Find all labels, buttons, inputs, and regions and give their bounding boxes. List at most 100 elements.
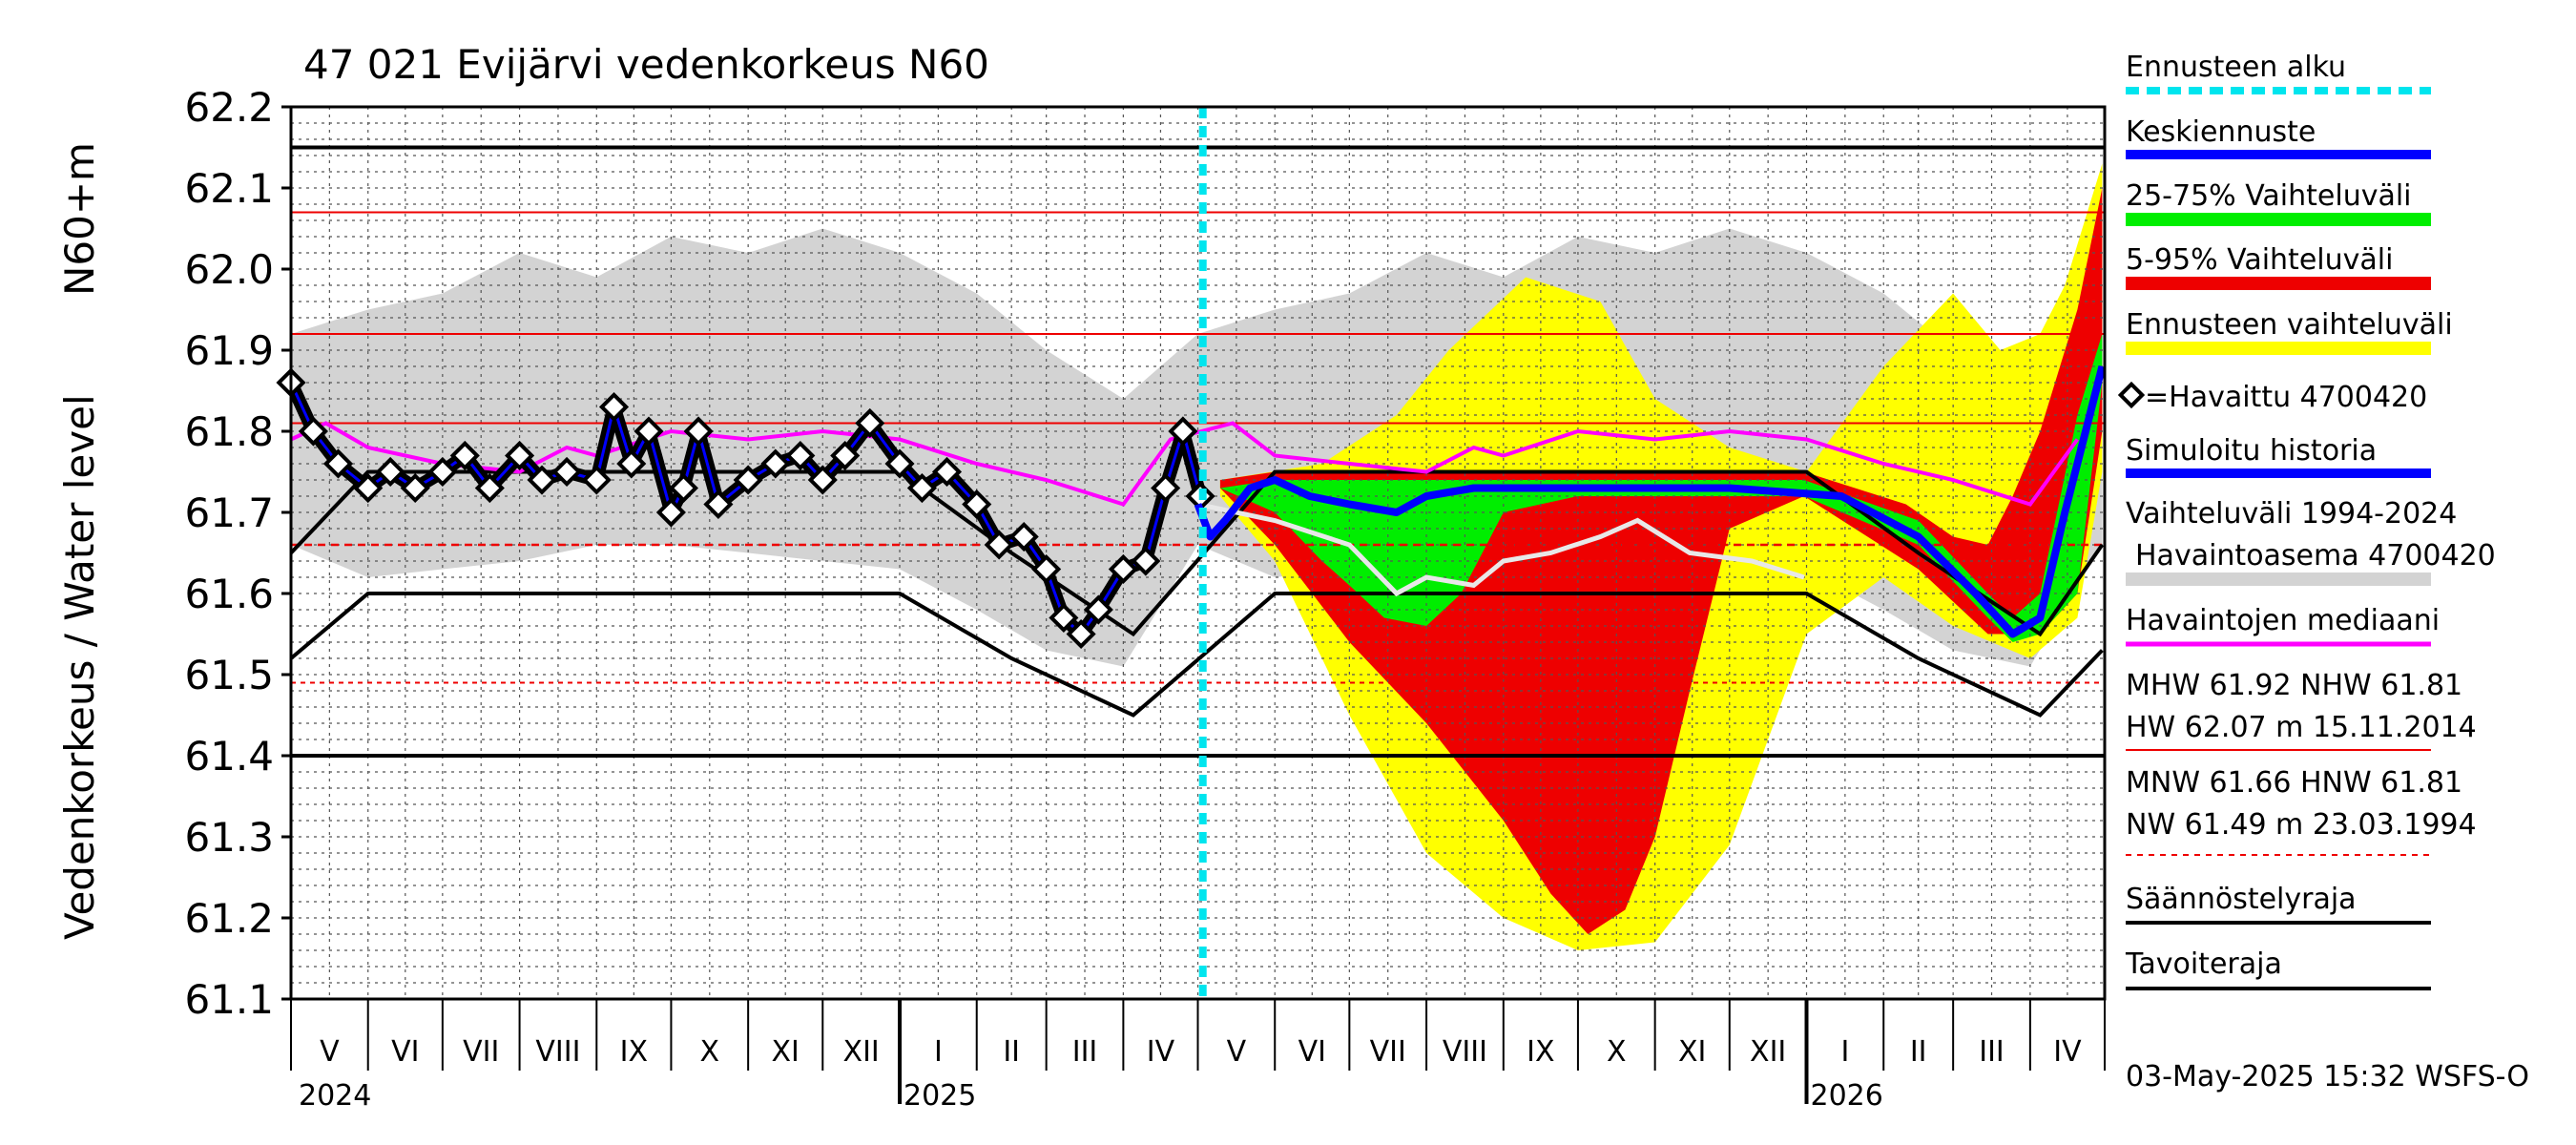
x-month-label: III (1979, 1035, 2005, 1069)
observed-point (906, 472, 937, 504)
legend-band-range-label: Ennusteen vaihteluväli (2126, 308, 2453, 342)
observed-point (962, 489, 992, 520)
x-month-label: XII (1750, 1035, 1786, 1069)
observed-point (375, 456, 405, 488)
legend-observed-label: =Havaittu 4700420 (2145, 381, 2427, 414)
observed-point (1049, 602, 1079, 634)
observed-point (400, 472, 430, 504)
chart-title: 47 021 Evijärvi vedenkorkeus N60 (303, 41, 989, 88)
observed-point (807, 465, 838, 495)
target-lower-line (289, 592, 2104, 718)
simulated-history-line (1196, 502, 1805, 597)
observed-point (527, 465, 557, 495)
observed-point (785, 440, 816, 471)
legend-stats-high-1: MHW 61.92 NHW 61.81 (2126, 669, 2462, 702)
observed-point (830, 440, 861, 471)
series-layer (276, 107, 2107, 999)
x-month-label: I (1840, 1035, 1849, 1069)
observed-point (474, 472, 505, 504)
observed-point (1031, 553, 1062, 585)
x-month-label: II (1910, 1035, 1927, 1069)
historic-range-band (291, 228, 2103, 667)
observed-point (298, 416, 328, 447)
x-year-label: 2026 (1811, 1079, 1883, 1113)
x-month-label: II (1003, 1035, 1020, 1069)
legend-observed-marker (2117, 381, 2146, 409)
y-tick-label: 61.7 (184, 489, 274, 536)
y-tick-label: 61.2 (184, 895, 274, 942)
x-year-label: 2024 (299, 1079, 371, 1113)
y-tick-label: 61.3 (184, 814, 274, 861)
legend-median-label: Havaintojen mediaani (2126, 604, 2440, 637)
y-tick-label: 61.1 (184, 976, 274, 1023)
observed-point (931, 456, 963, 488)
legend-historic-label-2: Havaintoasema 4700420 (2135, 539, 2496, 572)
axes-layer: 62.2 62.1 62.0 61.9 61.8 61.7 61.6 61.5 61.4 61.3… (184, 84, 2107, 1113)
observed-point (322, 448, 354, 479)
x-month-label: III (1072, 1035, 1098, 1069)
x-month-label: VII (1370, 1035, 1406, 1069)
observed-point (984, 530, 1014, 560)
y-tick-label: 61.6 (184, 571, 274, 617)
legend-forecast-start-label: Ennusteen alku (2126, 51, 2346, 84)
y-tick-label: 61.4 (184, 733, 274, 780)
observed-point (683, 416, 714, 447)
band-5-95 (1219, 188, 2103, 934)
observed-point (1131, 546, 1161, 576)
x-month-label: VII (463, 1035, 499, 1069)
x-month-label: VI (1298, 1035, 1326, 1069)
observed-point (598, 391, 630, 423)
legend: Ennusteen alku Keskiennuste 25-75% Vaiht… (2117, 51, 2496, 990)
legend-historic-label-1: Vaihteluväli 1994-2024 (2126, 497, 2457, 531)
x-month-label: VIII (1443, 1035, 1487, 1069)
observed-point (353, 472, 384, 504)
observed-point (449, 440, 480, 471)
observed-point (884, 448, 915, 479)
x-month-label: V (1227, 1035, 1247, 1069)
observed-point (733, 465, 763, 495)
observed-point (1008, 521, 1039, 552)
median-line (290, 421, 2080, 507)
x-month-label: XI (1678, 1035, 1706, 1069)
observed-point (616, 448, 647, 479)
observed-point (760, 448, 791, 479)
observed-point (703, 489, 734, 520)
y-tick-label: 62.2 (184, 84, 274, 131)
y-tick-label: 61.8 (184, 408, 274, 455)
legend-stats-low-1: MNW 61.66 HNW 61.81 (2126, 766, 2462, 800)
x-month-label: X (1607, 1035, 1627, 1069)
x-month-label: X (700, 1035, 720, 1069)
x-month-label: IV (2053, 1035, 2082, 1069)
observed-point (634, 416, 664, 447)
legend-band-25-75-label: 25-75% Vaihteluväli (2126, 179, 2412, 213)
footer-timestamp: 03-May-2025 15:32 WSFS-O (2126, 1060, 2529, 1093)
observed-point (505, 440, 535, 471)
y-axis-label: Vedenkorkeus / Water level (56, 394, 103, 940)
x-month-label: XI (772, 1035, 800, 1069)
x-month-label: IV (1147, 1035, 1175, 1069)
legend-simulated-label: Simuloitu historia (2126, 434, 2377, 468)
observed-point (1083, 594, 1113, 625)
x-month-label: XII (843, 1035, 880, 1069)
observed-point (427, 456, 458, 488)
reference-lines-layer (289, 145, 2105, 758)
observed-point (581, 465, 612, 495)
observed-point (1108, 553, 1138, 585)
x-month-label: VI (391, 1035, 419, 1069)
y-tick-label: 62.0 (184, 246, 274, 293)
x-month-label: IX (620, 1035, 648, 1069)
observed-point (855, 407, 885, 439)
y-axis-unit: N60+m (56, 142, 103, 296)
observed-point (1151, 472, 1181, 504)
observed-point (1066, 618, 1096, 650)
y-tick-label: 61.5 (184, 652, 274, 698)
legend-stats-high-2: HW 62.07 m 15.11.2014 (2126, 711, 2477, 744)
legend-stats-low-2: NW 61.49 m 23.03.1994 (2126, 808, 2477, 842)
observed-point (655, 497, 686, 528)
legend-target-label: Tavoiteraja (2125, 947, 2282, 981)
legend-forecast-mean-label: Keskiennuste (2126, 115, 2316, 149)
forecast-mean-line (1194, 365, 2107, 638)
x-month-label: I (934, 1035, 943, 1069)
bands-layer (291, 163, 2103, 950)
